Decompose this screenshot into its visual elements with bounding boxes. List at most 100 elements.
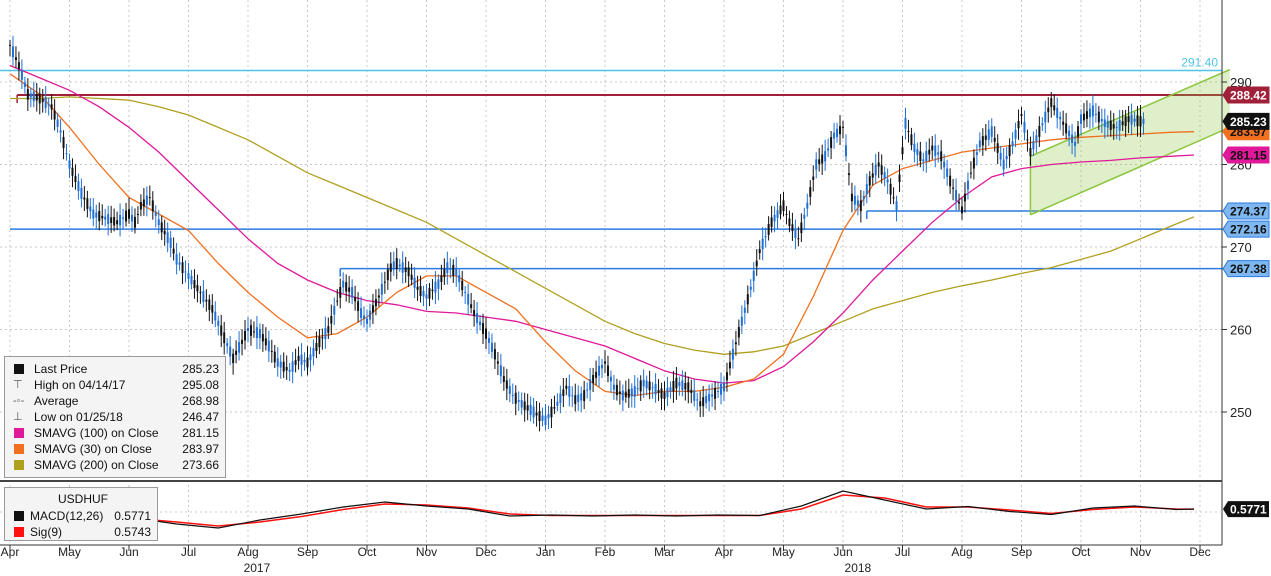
x-tick-label: Nov xyxy=(416,545,437,559)
price-candle-body xyxy=(473,310,476,316)
price-candle-body xyxy=(928,149,931,155)
price-candle-body xyxy=(160,222,163,233)
price-candle-body xyxy=(104,216,107,220)
macd-swatch xyxy=(14,511,24,521)
price-candle-body xyxy=(696,399,699,401)
x-tick-label: Jul xyxy=(895,545,910,559)
price-candle-body xyxy=(1100,118,1103,122)
legend-label: Average xyxy=(34,394,79,408)
price-candle-body xyxy=(651,387,654,389)
price-candle-body xyxy=(404,267,407,272)
price-candle-body xyxy=(47,104,50,106)
price-candle-body xyxy=(151,200,154,212)
macd-line xyxy=(9,490,1195,529)
price-candle-body xyxy=(898,174,901,182)
sma-100-line xyxy=(9,64,1195,384)
price-candle-body xyxy=(606,365,609,376)
price-candle-body xyxy=(77,181,80,192)
price-candle-body xyxy=(244,330,247,341)
price-candle-body xyxy=(261,334,264,342)
price-candle-body xyxy=(1041,123,1044,126)
price-candle-body xyxy=(648,381,651,391)
price-candle-body xyxy=(1074,141,1077,146)
price-candle-body xyxy=(145,195,148,205)
price-candle-body xyxy=(1103,119,1106,128)
channel-fill xyxy=(1030,69,1230,215)
price-candle-body xyxy=(95,212,98,218)
price-candle-body xyxy=(56,119,59,127)
price-candle-body xyxy=(571,395,574,397)
price-candle-body xyxy=(574,395,577,405)
price-candle-body xyxy=(1026,139,1029,141)
level-tag-label: 274.37 xyxy=(1230,204,1267,218)
price-candle-body xyxy=(963,193,966,202)
price-candle-body xyxy=(907,131,910,133)
price-candle-body xyxy=(859,200,862,212)
price-candle-body xyxy=(312,347,315,357)
price-candle-body xyxy=(1029,148,1032,157)
price-candle-body xyxy=(958,201,961,204)
price-candle-body xyxy=(383,281,386,283)
price-candle-body xyxy=(294,360,297,365)
price-candle-body xyxy=(660,388,663,399)
price-candle-body xyxy=(562,389,565,397)
price-candle-body xyxy=(842,126,844,128)
price-candle-body xyxy=(541,415,544,421)
price-candle-body xyxy=(238,342,241,353)
price-candle-body xyxy=(1077,126,1080,137)
price-candle-body xyxy=(773,214,776,222)
price-candle-body xyxy=(306,357,309,368)
price-candle-body xyxy=(892,197,895,199)
price-candle-body xyxy=(98,210,101,222)
price-candle-body xyxy=(916,149,919,156)
price-candle-body xyxy=(728,362,731,369)
price-candle-body xyxy=(169,237,172,249)
price-candle-body xyxy=(922,159,925,162)
price-candle-body xyxy=(41,98,44,103)
price-candle-body xyxy=(297,355,300,361)
price-candle-body xyxy=(618,391,621,394)
legend-swatch xyxy=(14,364,24,374)
price-candle-body xyxy=(684,383,687,390)
price-candle-body xyxy=(595,371,598,378)
price-candle-body xyxy=(693,390,696,401)
price-candle-body xyxy=(205,299,208,302)
price-candle-body xyxy=(601,364,604,369)
price-candle-body xyxy=(363,315,366,319)
price-candle-body xyxy=(208,299,211,310)
price-candle-body xyxy=(241,339,244,344)
price-candle-body xyxy=(901,147,904,155)
price-candle-body xyxy=(812,176,815,180)
x-tick-label: Oct xyxy=(358,545,377,559)
price-candle-body xyxy=(675,377,678,389)
price-candle-body xyxy=(190,275,193,285)
price-candle-body xyxy=(71,167,74,176)
trend-channel xyxy=(1029,68,1231,216)
price-candle-body xyxy=(806,202,809,209)
price-candle-body xyxy=(139,201,142,210)
price-candle-body xyxy=(1136,115,1139,127)
price-candle-body xyxy=(1053,105,1056,111)
price-candle-body xyxy=(904,117,907,129)
x-tick-label: Jun xyxy=(833,545,852,559)
price-candle-body xyxy=(270,351,273,353)
price-candle-body xyxy=(9,44,11,46)
price-candle-body xyxy=(1014,129,1017,139)
x-tick-label: May xyxy=(772,545,795,559)
signal-swatch xyxy=(14,527,24,537)
macd-panel: 0.5771 xyxy=(0,490,1269,529)
price-candle-body xyxy=(636,388,639,390)
price-candle-body xyxy=(327,326,330,333)
price-candle-body xyxy=(470,304,473,309)
price-candle-body xyxy=(300,354,303,365)
price-candle-body xyxy=(865,184,868,195)
price-candle-body xyxy=(232,353,235,364)
price-candle-body xyxy=(743,307,746,313)
price-candle-body xyxy=(14,57,17,61)
x-tick-label: Aug xyxy=(237,545,258,559)
price-candle-body xyxy=(282,361,285,372)
price-candle-body xyxy=(122,217,125,219)
price-candle-body xyxy=(746,294,749,305)
price-candle-body xyxy=(443,269,446,277)
level-label: 291.40 xyxy=(1181,55,1218,69)
